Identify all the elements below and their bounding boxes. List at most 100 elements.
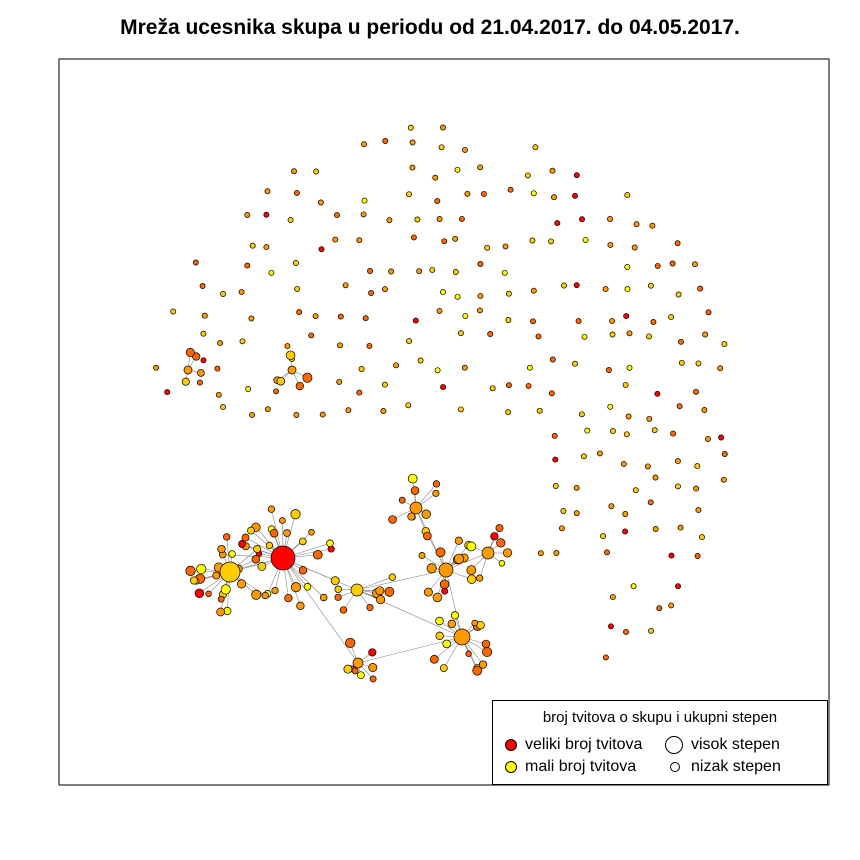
network-node-105 (505, 317, 512, 323)
network-node-133 (214, 365, 221, 372)
network-node-225 (668, 602, 675, 609)
network-node-39 (554, 220, 561, 227)
network-edge-134 (356, 589, 463, 638)
network-node-341 (369, 675, 377, 683)
network-node-296 (478, 660, 488, 669)
network-node-20 (361, 197, 368, 204)
legend-red-dot-icon (505, 739, 517, 751)
network-node-324 (410, 486, 420, 495)
network-node-210 (558, 525, 565, 532)
network-node-272 (253, 545, 262, 554)
network-node-281 (228, 550, 236, 558)
network-node-265 (251, 589, 262, 600)
network-node-138 (434, 367, 441, 374)
network-node-94 (170, 308, 177, 315)
network-node-338 (502, 548, 513, 558)
network-node-358 (270, 545, 296, 571)
network-node-45 (263, 244, 270, 251)
network-node-364 (481, 546, 495, 560)
network-node-107 (575, 318, 582, 325)
network-node-162 (654, 390, 661, 397)
network-node-42 (633, 221, 640, 228)
network-node-174 (536, 407, 543, 414)
legend-large-circle-icon (665, 736, 683, 754)
network-node-209 (695, 507, 702, 514)
network-node-249 (267, 505, 276, 513)
network-node-59 (674, 240, 681, 247)
network-node-48 (356, 237, 363, 244)
network-node-231 (265, 541, 274, 550)
network-node-87 (561, 282, 567, 289)
network-node-78 (294, 285, 301, 292)
network-edge-135 (282, 557, 359, 664)
network-node-93 (697, 285, 704, 292)
network-node-362 (350, 583, 364, 597)
network-node-179 (676, 403, 683, 410)
network-node-33 (334, 212, 340, 219)
network-node-36 (414, 216, 421, 223)
network-edge-131 (445, 569, 463, 638)
network-node-214 (677, 524, 684, 531)
network-node-203 (720, 476, 727, 483)
network-node-200 (652, 474, 659, 481)
network-node-352 (185, 347, 195, 357)
network-node-293 (471, 619, 479, 627)
network-node-182 (584, 427, 591, 434)
network-node-148 (164, 389, 171, 396)
network-node-131 (153, 364, 160, 371)
network-node-151 (245, 386, 252, 392)
network-node-297 (442, 639, 451, 649)
network-node-135 (358, 366, 365, 372)
network-node-66 (416, 268, 423, 275)
network-node-100 (362, 315, 369, 322)
network-node-113 (200, 330, 207, 337)
network-node-58 (631, 244, 638, 251)
network-node-30 (244, 212, 251, 218)
network-node-25 (507, 186, 514, 193)
network-node-163 (693, 388, 699, 395)
network-node-35 (386, 217, 393, 224)
network-node-34 (360, 211, 367, 218)
network-node-264 (217, 544, 226, 554)
network-node-258 (257, 561, 267, 571)
network-node-51 (452, 235, 459, 242)
network-node-316 (388, 573, 396, 581)
network-node-304 (435, 547, 446, 558)
network-node-323 (388, 515, 397, 524)
network-node-109 (623, 313, 630, 320)
network-node-150 (215, 391, 222, 398)
network-node-68 (452, 269, 459, 275)
network-node-186 (670, 430, 677, 437)
network-node-233 (279, 517, 286, 524)
network-node-244 (247, 526, 255, 535)
network-node-46 (318, 246, 325, 253)
network-node-178 (646, 415, 653, 422)
network-node-102 (436, 307, 443, 314)
network-node-0 (407, 124, 414, 131)
network-node-331 (407, 473, 418, 484)
legend-small-circle-icon (670, 762, 680, 772)
network-node-40 (579, 216, 585, 223)
network-node-273 (237, 579, 247, 589)
network-node-250 (271, 586, 279, 595)
network-node-6 (462, 146, 468, 153)
network-node-277 (216, 607, 225, 617)
network-node-318 (366, 603, 374, 612)
network-node-329 (423, 531, 432, 541)
network-node-26 (530, 190, 537, 197)
network-node-96 (248, 315, 255, 322)
network-node-137 (417, 357, 424, 364)
network-node-119 (366, 342, 373, 349)
network-node-184 (623, 431, 630, 438)
network-node-351 (192, 352, 201, 361)
network-node-199 (632, 487, 639, 494)
network-node-192 (620, 460, 627, 467)
network-node-208 (647, 499, 654, 506)
network-node-91 (647, 282, 654, 289)
network-node-118 (336, 342, 343, 349)
network-node-276 (189, 576, 199, 585)
network-node-70 (501, 269, 508, 276)
network-node-310 (441, 587, 449, 595)
network-node-160 (548, 390, 555, 397)
network-node-191 (596, 450, 603, 457)
